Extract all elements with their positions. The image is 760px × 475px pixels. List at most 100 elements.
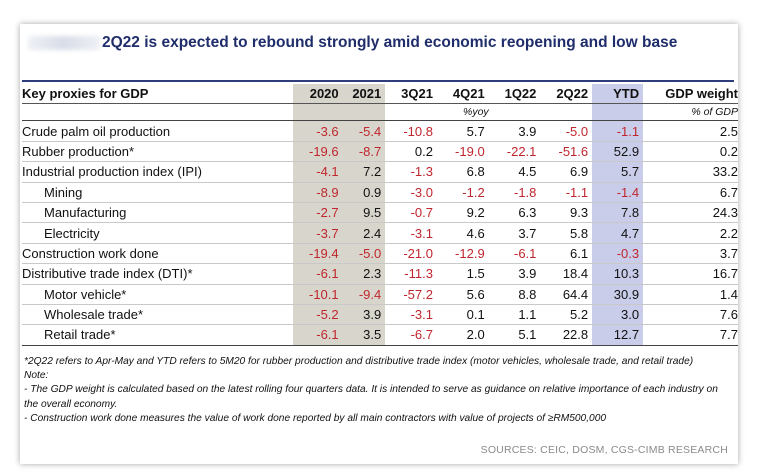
gdp-weight-cell: 3.7 [643,243,738,265]
unit-label-yoy: %yoy [436,103,489,122]
header-period: 3Q21 [385,84,437,105]
row-label: Manufacturing [22,202,293,224]
value-cell: -3.1 [385,304,437,326]
value-cell: -3.1 [385,222,437,244]
value-cell: 0.9 [342,182,386,203]
value-cell: 0.1 [436,304,489,326]
value-cell: 6.8 [436,161,489,183]
title-divider [22,80,734,82]
value-cell: 22.8 [540,324,593,346]
value-cell: -3.0 [385,182,437,203]
value-cell: -8.9 [292,182,343,203]
sources-line: SOURCES: CEIC, DOSM, CGS-CIMB RESEARCH [480,444,728,456]
value-cell: 1.5 [436,263,489,285]
title-text: 2Q22 is expected to rebound strongly ami… [102,34,678,51]
value-cell: -1.3 [385,161,437,183]
value-cell: -8.7 [342,141,386,163]
value-cell: -6.7 [385,324,437,346]
value-cell: 3.9 [488,120,541,142]
table-row: Construction work done -19.4 -5.0 -21.0 -12.… [22,243,738,265]
ytd-cell: -0.3 [592,243,644,265]
gdp-weight-cell: 2.5 [643,120,738,142]
ytd-cell: 10.3 [592,263,644,285]
value-cell: 64.4 [540,284,593,305]
value-cell: -6.1 [292,263,343,285]
footnote: - Construction work done measures the va… [24,412,607,424]
value-cell: 8.8 [488,284,541,305]
row-label: Construction work done [22,243,293,265]
value-cell: -1.2 [436,182,489,203]
value-cell: 4.5 [488,161,541,183]
ytd-cell: -1.1 [592,120,644,142]
report-card: 2Q22 is expected to rebound strongly ami… [20,24,738,464]
table-header-row: Key proxies for GDP 2020 2021 3Q21 4Q21 … [22,84,738,105]
value-cell: 2.0 [436,324,489,346]
value-cell: 9.2 [436,202,489,224]
value-cell: -19.0 [436,141,489,163]
value-cell: -1.1 [540,182,593,203]
gdp-weight-cell: 24.3 [643,202,738,224]
value-cell: -19.6 [292,141,343,163]
table-unit-row: %yoy % of GDP [22,103,738,122]
value-cell: 3.7 [488,222,541,244]
row-label: Mining [22,182,293,203]
ytd-cell: 30.9 [592,284,644,305]
value-cell: 5.7 [436,120,489,142]
value-cell: -9.4 [342,284,386,305]
value-cell: 2.3 [342,263,386,285]
value-cell: 0.2 [385,141,437,163]
value-cell: -51.6 [540,141,593,163]
value-cell: -10.1 [292,284,343,305]
value-cell: 18.4 [540,263,593,285]
header-period: 2020 [292,84,343,105]
table-row: Distributive trade index (DTI)* -6.1 2.3 -1… [22,263,738,285]
value-cell: -5.2 [292,304,343,326]
row-label: Crude palm oil production [22,120,293,142]
gdp-weight-cell: 2.2 [643,222,738,244]
footnote: - The GDP weight is calculated based on … [24,384,718,410]
value-cell: -12.9 [436,243,489,265]
footnote: *2Q22 refers to Apr-May and YTD refers t… [24,356,694,367]
table-row: Motor vehicle* -10.1 -9.4 -57.2 5.6 8.8 64.4 30… [22,284,738,305]
value-cell: 3.5 [342,324,386,346]
value-cell: 6.9 [540,161,593,183]
value-cell: -6.1 [488,243,541,265]
gdp-weight-cell: 6.7 [643,182,738,203]
ytd-cell: 4.7 [592,222,644,244]
header-period: 4Q21 [436,84,489,105]
header-period: 1Q22 [488,84,541,105]
row-label: Electricity [22,222,293,244]
value-cell: 7.2 [342,161,386,183]
gdp-weight-cell: 0.2 [643,141,738,163]
footnotes: *2Q22 refers to Apr-May and YTD refers t… [24,355,734,426]
ytd-cell: 5.7 [592,161,644,183]
ytd-cell: 7.8 [592,202,644,224]
gdp-weight-cell: 7.7 [643,324,738,346]
table-body: Crude palm oil production -3.6 -5.4 -10.8 5.… [22,120,738,346]
value-cell: -57.2 [385,284,437,305]
table-row: Industrial production index (IPI) -4.1 7.2… [22,161,738,183]
row-label: Industrial production index (IPI) [22,161,293,183]
gdp-proxies-table: Key proxies for GDP 2020 2021 3Q21 4Q21 … [22,84,738,346]
row-label: Motor vehicle* [22,284,293,305]
value-cell: -2.7 [292,202,343,224]
value-cell: 6.3 [488,202,541,224]
ytd-cell: 12.7 [592,324,644,346]
value-cell: -5.0 [342,243,386,265]
table-row: Retail trade* -6.1 3.5 -6.7 2.0 5.1 22.8 12.7 7.… [22,324,738,346]
value-cell: 3.9 [488,263,541,285]
value-cell: 5.1 [488,324,541,346]
value-cell: -5.4 [342,120,386,142]
ytd-cell: 52.9 [592,141,644,163]
page-title: 2Q22 is expected to rebound strongly ami… [28,32,728,54]
gdp-weight-cell: 33.2 [643,161,738,183]
value-cell: 9.5 [342,202,386,224]
table-row: Rubber production* -19.6 -8.7 0.2 -19.0 -22.1… [22,141,738,163]
value-cell: 2.4 [342,222,386,244]
gdp-weight-cell: 1.4 [643,284,738,305]
value-cell: -6.1 [292,324,343,346]
value-cell: -22.1 [488,141,541,163]
value-cell: -0.7 [385,202,437,224]
gdp-weight-cell: 7.6 [643,304,738,326]
value-cell: -3.6 [292,120,343,142]
